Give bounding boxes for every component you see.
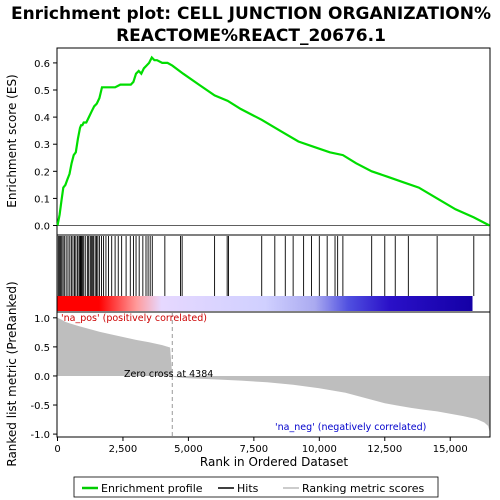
es-panel-frame	[56, 47, 491, 236]
zero-cross-label: Zero cross at 4384	[124, 369, 213, 380]
es-y-tick-label: 0.0	[34, 222, 50, 233]
es-y-tick-label: 0.6	[34, 59, 50, 70]
legend-enrichment-label: Enrichment profile	[101, 482, 203, 495]
ranking-metric-area	[57, 317, 490, 432]
x-tick-label: 12,500	[367, 444, 402, 455]
x-axis-label: Rank in Ordered Dataset	[200, 455, 348, 469]
es-y-tick-label: 0.3	[34, 140, 50, 151]
metric-y-tick-label: 0.5	[34, 343, 50, 354]
legend: Enrichment profile Hits Ranking metric s…	[73, 476, 439, 498]
es-y-axis-label: Enrichment score (ES)	[5, 74, 19, 207]
enrichment-profile-line	[56, 55, 491, 227]
es-panel: 0.0 0.1 0.2 0.3 0.4 0.5 0.6 Enrichment score (…	[5, 47, 491, 236]
metric-y-tick-label: 1.0	[34, 314, 50, 325]
hits-panel	[56, 234, 491, 313]
es-y-tick-label: 0.5	[34, 86, 50, 97]
x-tick-label: 7,500	[240, 444, 269, 455]
hit-lines	[57, 236, 475, 296]
metric-y-axis-label: Ranked list metric (PreRanked)	[5, 281, 19, 466]
es-y-tick-label: 0.4	[34, 113, 50, 124]
positive-label: 'na_pos' (positively correlated)	[61, 313, 207, 324]
metric-y-tick-label: -0.5	[30, 401, 50, 412]
es-y-tick-label: 0.1	[34, 194, 50, 205]
ranking-heat-bar	[57, 296, 473, 311]
legend-metric-label: Ranking metric scores	[302, 482, 424, 495]
metric-y-tick-label: -1.0	[30, 430, 50, 441]
metric-y-ticks: 1.0 0.5 0.0 -0.5 -1.0	[30, 314, 57, 441]
legend-frame	[73, 476, 439, 498]
metric-panel: Zero cross at 4384 'na_pos' (positively …	[5, 281, 491, 467]
negative-label: 'na_neg' (negatively correlated)	[275, 422, 426, 433]
x-tick-label: 2,500	[109, 444, 138, 455]
metric-y-tick-label: 0.0	[34, 372, 50, 383]
x-tick-label: 0	[54, 444, 60, 455]
chart-title-line1: Enrichment plot: CELL JUNCTION ORGANIZAT…	[11, 4, 491, 24]
x-tick-label: 5,000	[174, 444, 203, 455]
x-tick-label: 15,000	[433, 444, 468, 455]
x-axis-ticks: 0 2,500 5,000 7,500 10,000 12,500 15,000	[54, 437, 468, 455]
es-y-tick-label: 0.2	[34, 167, 50, 178]
legend-hits-label: Hits	[237, 482, 259, 495]
es-y-ticks: 0.0 0.1 0.2 0.3 0.4 0.5 0.6	[34, 59, 57, 233]
x-tick-label: 10,000	[302, 444, 337, 455]
chart-title-line2: REACTOME%REACT_20676.1	[116, 26, 386, 46]
